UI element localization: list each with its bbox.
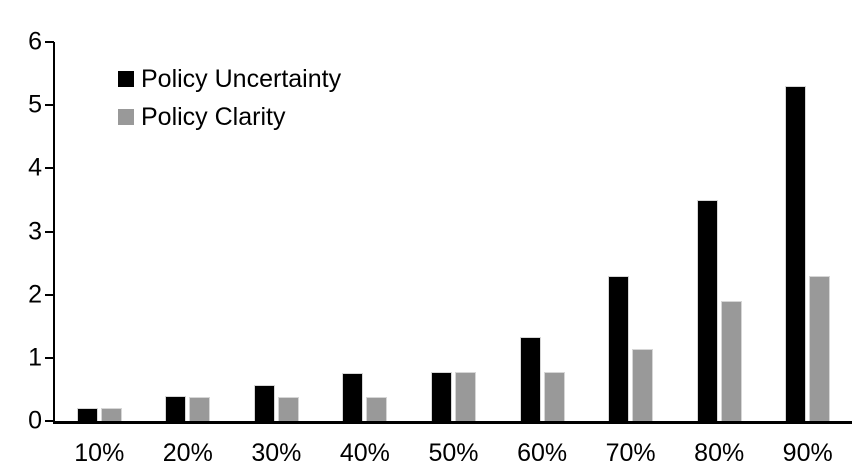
y-tick-label-3: 3 bbox=[28, 217, 42, 245]
x-category-label-20: 20% bbox=[162, 439, 213, 467]
legend-swatch-policy-clarity bbox=[118, 109, 134, 125]
y-tick-3 bbox=[45, 230, 54, 233]
bar-policy-clarity-20 bbox=[189, 397, 211, 421]
y-tick-6 bbox=[45, 41, 54, 43]
y-tick-4 bbox=[45, 167, 54, 170]
x-category-label-40: 40% bbox=[339, 439, 390, 467]
x-category-label-50: 50% bbox=[428, 439, 479, 467]
y-tick-label-1: 1 bbox=[28, 343, 42, 372]
y-axis-line bbox=[53, 42, 55, 424]
legend-label-policy-clarity: Policy Clarity bbox=[141, 102, 286, 131]
bar-policy-clarity-90 bbox=[809, 275, 831, 421]
y-tick-0 bbox=[45, 420, 54, 422]
bar-policy-clarity-40 bbox=[366, 397, 388, 421]
x-category-label-90: 90% bbox=[782, 439, 833, 467]
y-tick-label-4: 4 bbox=[28, 153, 42, 182]
bar-policy-uncertainty-20 bbox=[165, 395, 187, 421]
y-tick-label-5: 5 bbox=[28, 90, 42, 119]
x-axis-line bbox=[53, 421, 852, 424]
y-tick-label-2: 2 bbox=[28, 280, 42, 309]
bar-policy-clarity-30 bbox=[277, 397, 299, 421]
legend-item-policy-uncertainty: Policy Uncertainty bbox=[118, 66, 341, 91]
y-tick-5 bbox=[45, 104, 54, 107]
y-tick-label-6: 6 bbox=[28, 27, 42, 56]
y-tick-2 bbox=[45, 293, 54, 296]
legend-swatch-policy-uncertainty bbox=[118, 71, 134, 87]
bar-policy-uncertainty-60 bbox=[519, 337, 541, 421]
x-category-label-10: 10% bbox=[74, 439, 125, 467]
bar-policy-uncertainty-30 bbox=[253, 385, 275, 421]
bar-policy-clarity-60 bbox=[543, 372, 565, 421]
bar-policy-uncertainty-50 bbox=[431, 371, 452, 421]
legend-item-policy-clarity: Policy Clarity bbox=[118, 104, 341, 129]
bar-policy-clarity-50 bbox=[455, 372, 476, 421]
bar-policy-uncertainty-90 bbox=[785, 86, 807, 421]
bar-policy-clarity-80 bbox=[720, 301, 742, 421]
bar-policy-uncertainty-70 bbox=[608, 275, 630, 421]
x-category-label-80: 80% bbox=[694, 439, 745, 467]
bar-policy-uncertainty-80 bbox=[696, 199, 718, 421]
bar-policy-uncertainty-40 bbox=[342, 373, 364, 421]
x-category-label-60: 60% bbox=[517, 439, 568, 467]
x-category-label-70: 70% bbox=[605, 439, 656, 467]
legend-label-policy-uncertainty: Policy Uncertainty bbox=[141, 64, 342, 93]
legend: Policy Uncertainty Policy Clarity bbox=[118, 66, 341, 147]
bar-policy-uncertainty-10 bbox=[76, 408, 98, 421]
x-category-label-30: 30% bbox=[251, 439, 302, 467]
bar-policy-clarity-10 bbox=[100, 408, 122, 421]
y-tick-label-0: 0 bbox=[28, 406, 42, 435]
y-tick-1 bbox=[45, 356, 54, 359]
bar-policy-clarity-70 bbox=[632, 349, 654, 421]
